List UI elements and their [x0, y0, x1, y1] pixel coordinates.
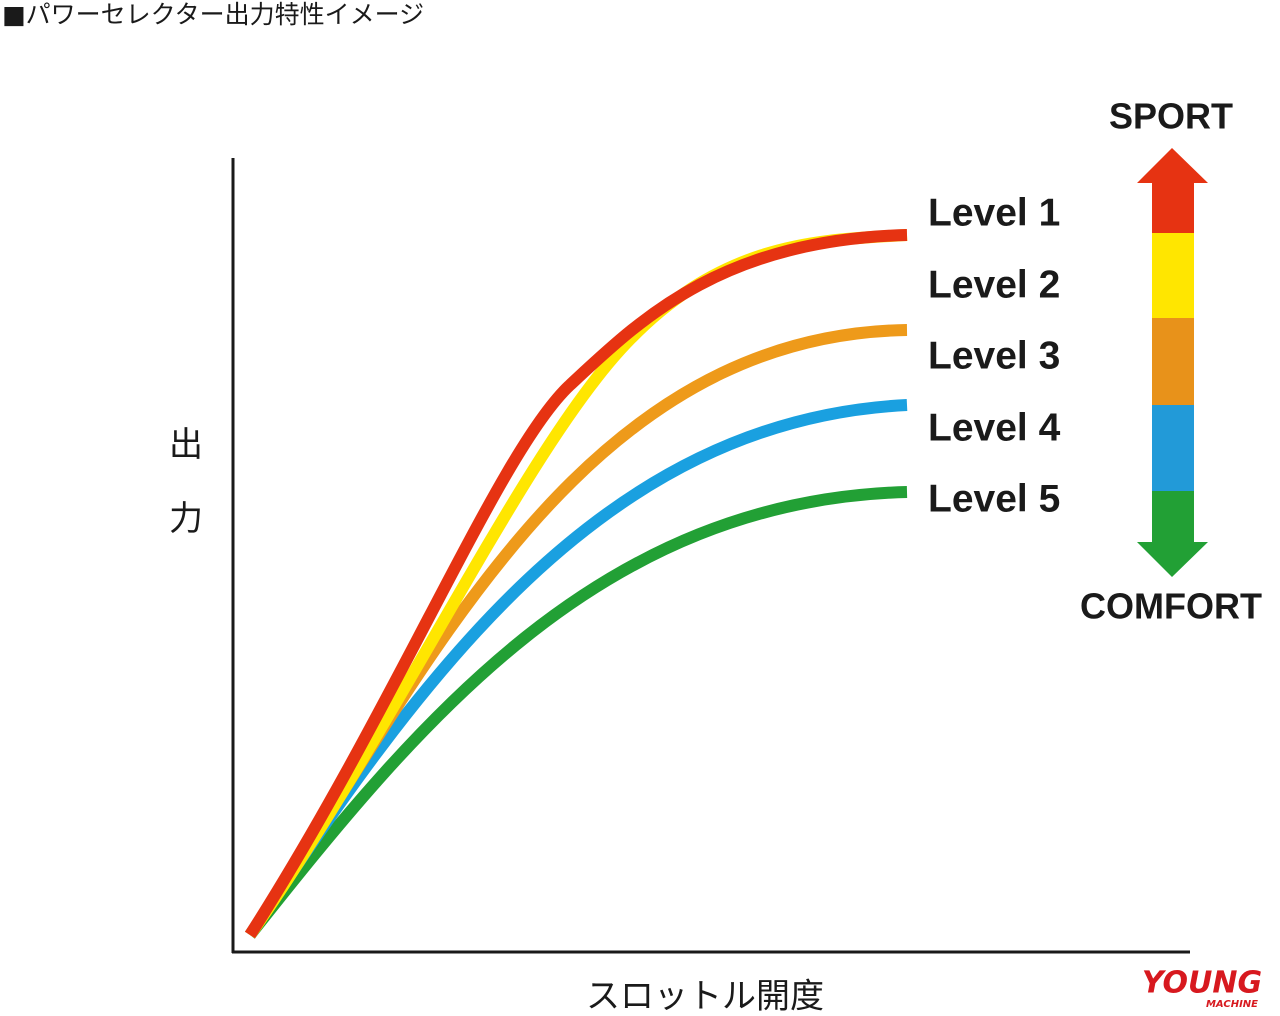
level-label: Level 4	[928, 406, 1061, 449]
scale-arrow	[1137, 148, 1208, 577]
curve-level-1	[244, 229, 908, 939]
level-label: Level 5	[928, 477, 1060, 520]
logo-sub: MACHINE	[1206, 999, 1258, 1010]
curve-level-4	[245, 399, 908, 939]
y-axis-label: 出力	[163, 426, 203, 574]
logo: YOUNG	[1142, 966, 1262, 1001]
scale-top-label: SPORT	[1109, 96, 1233, 137]
curve-level-5	[245, 486, 908, 939]
scale-bottom-label: COMFORT	[1080, 586, 1262, 627]
title: ■パワーセレクター出力特性イメージ	[2, 0, 424, 29]
level-label: Level 3	[928, 334, 1060, 377]
x-axis-label: スロットル開度	[586, 977, 824, 1016]
level-label: Level 1	[928, 191, 1060, 234]
level-label: Level 2	[928, 263, 1060, 306]
